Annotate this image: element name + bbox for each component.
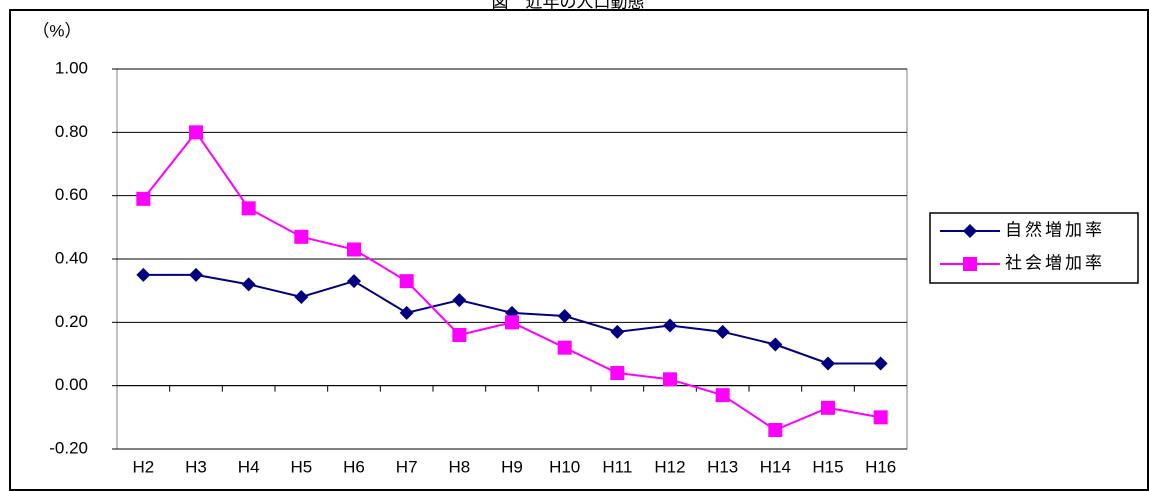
point	[557, 340, 572, 355]
x-tick-label: H4	[238, 457, 260, 476]
point	[452, 293, 467, 308]
point	[768, 423, 783, 437]
y-tick-label: 0.00	[55, 375, 88, 394]
y-tick-label: 0.80	[55, 122, 88, 141]
chart-title: 図 近年の人口動態	[492, 0, 645, 11]
point	[663, 318, 677, 333]
y-tick-label: 0.40	[55, 248, 88, 267]
y-tick-label: -0.20	[49, 438, 88, 457]
point	[294, 290, 309, 304]
x-tick-label: H13	[707, 457, 738, 476]
point	[452, 328, 467, 342]
point	[399, 305, 414, 320]
point	[715, 324, 730, 339]
point	[347, 274, 361, 289]
x-tick-label: H2	[132, 457, 154, 476]
point	[505, 315, 519, 330]
x-tick-label: H11	[602, 457, 632, 476]
point	[873, 356, 888, 371]
x-tick-label: H10	[549, 457, 580, 476]
legend-marker	[963, 257, 977, 271]
x-tick-label: H3	[185, 457, 207, 476]
x-tick-label: H7	[396, 457, 418, 476]
point	[557, 309, 572, 323]
x-tick-label: H9	[501, 457, 523, 476]
x-tick-label: H5	[290, 457, 312, 476]
x-tick-label: H14	[760, 457, 791, 476]
point	[189, 125, 203, 140]
point	[610, 366, 625, 380]
point	[821, 400, 835, 415]
point	[136, 267, 151, 282]
x-tick-label: H12	[654, 457, 685, 476]
x-tick-label: H15	[812, 457, 843, 476]
x-tick-label: H16	[865, 457, 896, 476]
point	[873, 410, 888, 425]
point	[821, 356, 835, 371]
point	[294, 229, 309, 244]
y-tick-label: 1.00	[55, 58, 88, 77]
legend-label: 自然増加率	[1005, 220, 1105, 239]
point	[610, 324, 625, 339]
legend-label: 社会増加率	[1005, 253, 1105, 272]
y-axis-label: （%）	[32, 21, 81, 40]
point	[715, 388, 730, 403]
legend-box	[929, 212, 1139, 284]
point	[347, 242, 361, 257]
y-tick-label: 0.20	[55, 312, 88, 331]
legend-marker	[963, 224, 977, 238]
point	[663, 372, 677, 387]
point	[768, 337, 783, 352]
point	[399, 274, 414, 289]
x-tick-label: H8	[448, 457, 470, 476]
point	[136, 191, 151, 206]
point	[189, 267, 203, 282]
x-tick-label: H6	[343, 457, 365, 476]
y-tick-label: 0.60	[55, 185, 88, 204]
point	[241, 201, 256, 216]
point	[241, 277, 256, 292]
